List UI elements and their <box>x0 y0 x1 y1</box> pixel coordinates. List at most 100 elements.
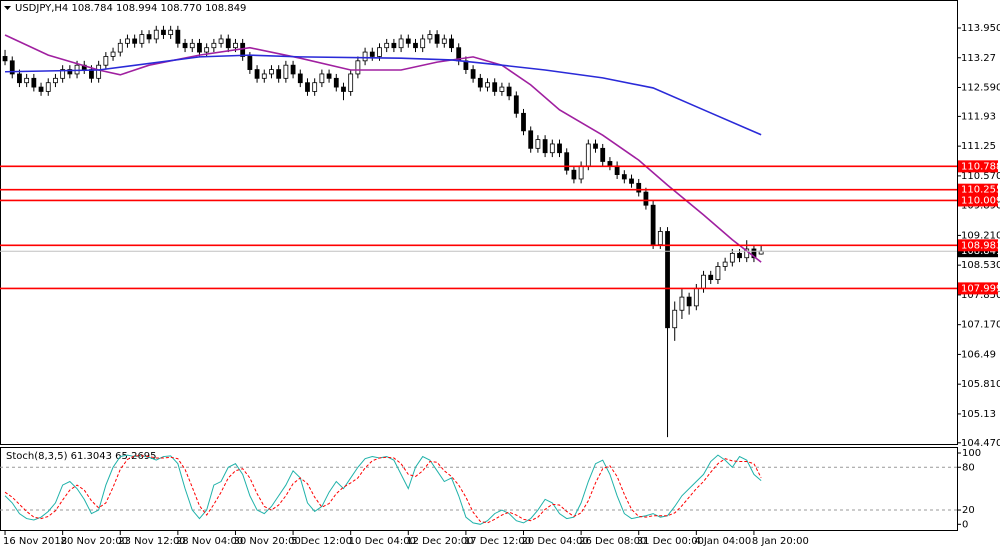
candle-body <box>348 73 354 92</box>
y-tick-label: 0 <box>962 519 968 530</box>
candle-body <box>657 231 663 245</box>
y-tick-label: 113.950 <box>961 23 1000 34</box>
candle-body <box>521 112 526 132</box>
candle-body <box>449 38 454 49</box>
x-tick-label: 28 Nov 04:00 <box>176 536 243 547</box>
candle-body <box>391 42 397 49</box>
candle-body <box>427 34 433 40</box>
x-tick-label: 8 Jan 20:00 <box>752 536 809 547</box>
candle-body <box>74 64 80 75</box>
x-tick-label: 10 Dec 04:00 <box>349 536 416 547</box>
menu-arrow <box>4 6 11 10</box>
candle-body <box>197 42 202 53</box>
candle-body <box>477 77 483 88</box>
moving-average <box>4 34 762 263</box>
candle-body <box>283 64 289 79</box>
candle-body <box>276 69 282 79</box>
y-tick-label: 20 <box>962 505 975 516</box>
candle-body <box>679 296 685 311</box>
candle-body <box>38 86 44 92</box>
x-tick-label: 16 Nov 2018 <box>3 536 67 547</box>
candle-body <box>211 42 217 49</box>
candle-body <box>600 147 606 162</box>
x-tick-label: 31 Dec 00:00 <box>637 536 704 547</box>
stoch-frame <box>0 447 958 531</box>
x-tick-label: 30 Nov 20:00 <box>233 536 300 547</box>
x-tick-label: 17 Dec 12:00 <box>464 536 531 547</box>
candle-body <box>722 261 728 267</box>
candle-body <box>9 60 15 75</box>
level-box <box>958 282 998 295</box>
candle-body <box>132 38 138 44</box>
candle-body <box>369 51 375 57</box>
candle-body <box>693 287 699 307</box>
y-tick-label: 104.470 <box>961 438 1000 449</box>
candle-body <box>701 274 706 289</box>
candle-body <box>233 42 238 49</box>
candle-body <box>254 69 260 79</box>
candle-body <box>672 309 678 329</box>
level-box <box>958 194 998 207</box>
candle-body <box>413 42 418 49</box>
candle-body <box>17 73 22 84</box>
candle-body <box>110 51 116 57</box>
candle-body <box>96 64 102 79</box>
candle-body <box>564 152 570 171</box>
candle-body <box>319 73 325 84</box>
candle-body <box>513 95 519 114</box>
candle-body <box>312 82 318 92</box>
candle-body <box>549 143 555 154</box>
level-label: 110.255 <box>961 185 1000 196</box>
candle-body <box>175 29 181 44</box>
candle-body <box>305 82 310 92</box>
y-tick-label: 109.210 <box>961 230 1000 241</box>
candle-body <box>715 266 721 281</box>
candle-body <box>542 139 548 154</box>
candle-body <box>189 42 195 49</box>
moving-average <box>5 54 762 136</box>
candle-body <box>67 69 73 75</box>
x-tick-label: 4 Jan 04:00 <box>694 536 751 547</box>
candle-body <box>384 42 390 49</box>
candle-body <box>470 69 476 79</box>
candle-body <box>240 42 246 57</box>
candle-body <box>24 77 30 84</box>
x-tick-label: 26 Dec 08:00 <box>579 536 646 547</box>
y-tick-label: 105.13 <box>961 409 996 420</box>
y-tick-label: 106.49 <box>961 349 996 360</box>
candle-body <box>571 169 577 180</box>
level-label: 110.009 <box>961 195 1000 206</box>
candle-body <box>103 56 109 66</box>
candle-body <box>225 38 231 49</box>
x-tick-label: 23 Nov 12:00 <box>118 536 185 547</box>
candle-body <box>485 82 490 88</box>
candle-body <box>621 174 627 180</box>
candle-body <box>557 143 562 154</box>
candle-body <box>31 77 37 88</box>
y-tick-label: 113.27 <box>961 53 996 64</box>
candle-body <box>53 77 58 84</box>
candle-body <box>405 38 411 44</box>
candle-body <box>168 29 174 35</box>
x-tick-label: 12 Dec 20:00 <box>406 536 473 547</box>
candle-body <box>146 34 152 40</box>
candle-body <box>117 42 123 53</box>
candle-body <box>355 60 361 75</box>
level-label: 108.983 <box>961 240 1000 251</box>
last-price-label: 108.849 <box>961 246 1000 257</box>
candle-body <box>420 38 426 49</box>
y-tick-label: 110.570 <box>961 171 1000 182</box>
y-tick-label: 100 <box>962 448 981 459</box>
level-box <box>958 183 998 196</box>
candle-body <box>737 252 742 259</box>
candle-body <box>578 165 584 180</box>
main-frame <box>0 0 958 445</box>
candle-body <box>708 274 714 281</box>
candle-body <box>377 47 382 57</box>
y-tick-label: 107.850 <box>961 290 1000 301</box>
candle-body <box>139 34 145 44</box>
candle-body <box>629 178 634 184</box>
y-tick-label: 105.810 <box>961 379 1000 390</box>
candle-body <box>247 56 253 70</box>
